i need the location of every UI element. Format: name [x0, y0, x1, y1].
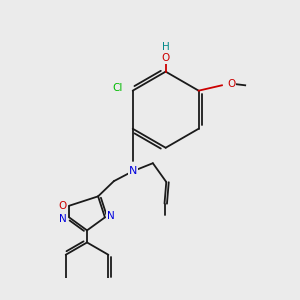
- Text: O: O: [59, 201, 67, 211]
- Text: Cl: Cl: [112, 83, 123, 93]
- Text: N: N: [107, 211, 115, 220]
- Text: O: O: [227, 79, 236, 89]
- Text: O: O: [161, 53, 170, 63]
- Text: N: N: [128, 166, 137, 176]
- Text: H: H: [162, 42, 170, 52]
- Text: N: N: [59, 214, 67, 224]
